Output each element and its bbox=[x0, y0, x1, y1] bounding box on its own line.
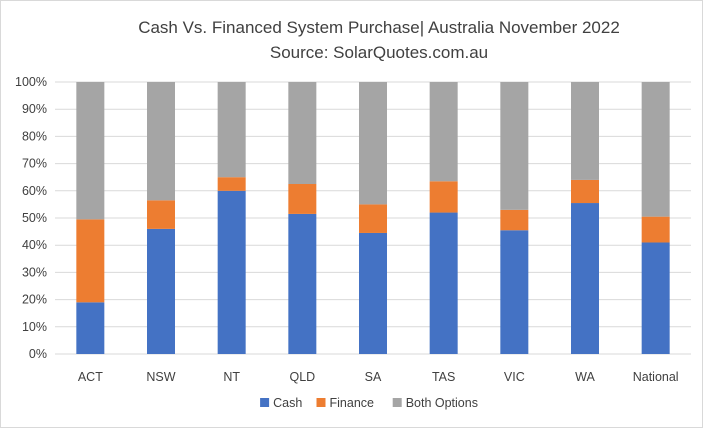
y-tick-label: 60% bbox=[22, 184, 47, 198]
bar-segment-cash bbox=[500, 230, 529, 354]
x-tick-label: NSW bbox=[146, 370, 175, 384]
y-tick-label: 10% bbox=[22, 320, 47, 334]
bar-segment-finance bbox=[500, 209, 529, 231]
bar-segment-cash bbox=[147, 228, 175, 354]
x-tick-label: TAS bbox=[432, 370, 455, 384]
legend-swatch bbox=[260, 398, 270, 407]
y-tick-label: 20% bbox=[22, 293, 47, 307]
bar-segment-cash bbox=[217, 190, 246, 354]
bar-segment-cash bbox=[76, 302, 105, 354]
bar-segment-both-options bbox=[288, 82, 317, 184]
x-tick-label: QLD bbox=[289, 370, 315, 384]
bar-segment-both-options bbox=[641, 82, 670, 217]
y-tick-label: 0% bbox=[29, 347, 47, 361]
bar-segment-both-options bbox=[76, 82, 105, 220]
bar-segment-finance bbox=[359, 204, 387, 233]
bar-segment-finance bbox=[147, 200, 175, 229]
axes: 0% 10% 20% 30% 40% 50% 60% 70% 80% 90% 100% ACT NSW N… bbox=[15, 75, 679, 384]
y-tick-label: 40% bbox=[22, 238, 47, 252]
bars bbox=[76, 82, 670, 354]
legend-swatch bbox=[392, 398, 402, 407]
legend-label: Both Options bbox=[406, 396, 478, 410]
bar-segment-both-options bbox=[571, 82, 599, 180]
bar-segment-both-options bbox=[217, 82, 246, 178]
x-tick-label: SA bbox=[365, 370, 382, 384]
bar-segment-cash bbox=[288, 213, 317, 354]
y-tick-label: 50% bbox=[22, 211, 47, 225]
bar-segment-both-options bbox=[500, 82, 529, 210]
bar-segment-cash bbox=[359, 232, 387, 354]
y-tick-label: 30% bbox=[22, 265, 47, 279]
bar-segment-finance bbox=[217, 177, 246, 191]
y-tick-label: 100% bbox=[15, 75, 47, 89]
x-tick-label: WA bbox=[575, 370, 595, 384]
bar-segment-both-options bbox=[147, 82, 175, 201]
bar-segment-finance bbox=[76, 219, 105, 303]
y-tick-label: 70% bbox=[22, 157, 47, 171]
legend-swatch bbox=[316, 398, 326, 407]
legend: Cash Finance Both Options bbox=[260, 396, 478, 410]
legend-label: Finance bbox=[330, 396, 375, 410]
chart-title: Cash Vs. Financed System Purchase| Austr… bbox=[138, 18, 620, 37]
y-tick-label: 90% bbox=[22, 102, 47, 116]
y-tick-label: 80% bbox=[22, 129, 47, 143]
bar-segment-finance bbox=[641, 216, 670, 243]
x-tick-label: VIC bbox=[504, 370, 525, 384]
bar-segment-both-options bbox=[429, 82, 458, 182]
bar-segment-finance bbox=[571, 179, 599, 204]
legend-label: Cash bbox=[273, 396, 302, 410]
bar-segment-finance bbox=[288, 184, 317, 214]
bar-segment-cash bbox=[429, 212, 458, 354]
bar-segment-both-options bbox=[359, 82, 387, 205]
bar-segment-cash bbox=[571, 203, 599, 354]
x-tick-label: National bbox=[633, 370, 679, 384]
bar-segment-cash bbox=[641, 242, 670, 354]
x-tick-label: ACT bbox=[78, 370, 103, 384]
chart-subtitle: Source: SolarQuotes.com.au bbox=[270, 43, 488, 62]
bar-segment-finance bbox=[429, 181, 458, 213]
x-tick-label: NT bbox=[223, 370, 240, 384]
